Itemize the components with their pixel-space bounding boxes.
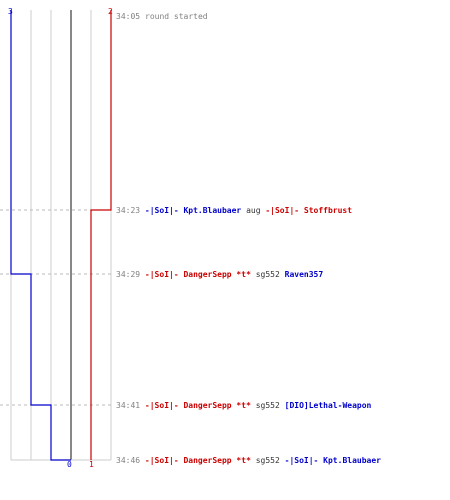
event-weapon: sg552 bbox=[256, 456, 280, 465]
axis-label-red-max: 2 bbox=[108, 7, 113, 16]
alive-step-lines bbox=[10, 10, 112, 461]
kill-event-text: 34:46 -|SoI|- DangerSepp *t* sg552 -|SoI… bbox=[116, 456, 381, 465]
round-start-time: 34:05 bbox=[116, 12, 140, 21]
event-victim: Raven357 bbox=[285, 270, 324, 279]
event-killer: -|SoI|- Kpt.Blaubaer bbox=[145, 206, 242, 215]
kill-event-text: 34:29 -|SoI|- DangerSepp *t* sg552 Raven… bbox=[116, 270, 323, 279]
blue-alive-step-line bbox=[10, 10, 71, 461]
kill-event-text: 34:23 -|SoI|- Kpt.Blaubaer aug -|SoI|- S… bbox=[116, 206, 352, 215]
axis-label-zero: 0 bbox=[67, 460, 72, 469]
kill-event-text: 34:41 -|SoI|- DangerSepp *t* sg552 [DIO]… bbox=[116, 401, 372, 410]
kill-event-list: 34:23 -|SoI|- Kpt.Blaubaer aug -|SoI|- S… bbox=[116, 206, 381, 465]
round-start-label: round started bbox=[145, 12, 208, 21]
event-weapon: sg552 bbox=[256, 401, 280, 410]
event-time: 34:46 bbox=[116, 456, 140, 465]
event-killer: -|SoI|- DangerSepp *t* bbox=[145, 456, 251, 465]
timeline-grid bbox=[10, 10, 112, 461]
event-guide-lines bbox=[0, 209, 112, 406]
event-victim: [DIO]Lethal-Weapon bbox=[285, 401, 372, 410]
round-start-entry: 34:05 round started bbox=[116, 12, 208, 21]
event-killer: -|SoI|- DangerSepp *t* bbox=[145, 401, 251, 410]
kill-event-row: 34:46 -|SoI|- DangerSepp *t* sg552 -|SoI… bbox=[116, 456, 381, 465]
event-killer: -|SoI|- DangerSepp *t* bbox=[145, 270, 251, 279]
axis-label-blue-max: 3 bbox=[8, 7, 13, 16]
event-weapon: aug bbox=[246, 206, 261, 215]
kill-event-row: 34:29 -|SoI|- DangerSepp *t* sg552 Raven… bbox=[116, 270, 323, 279]
event-time: 34:41 bbox=[116, 401, 140, 410]
event-weapon: sg552 bbox=[256, 270, 280, 279]
red-alive-step-line bbox=[90, 10, 112, 460]
event-time: 34:23 bbox=[116, 206, 140, 215]
event-victim: -|SoI|- Stoffbrust bbox=[265, 206, 352, 215]
axis-label-one: 1 bbox=[89, 460, 94, 469]
kill-event-row: 34:23 -|SoI|- Kpt.Blaubaer aug -|SoI|- S… bbox=[116, 206, 352, 215]
event-victim: -|SoI|- Kpt.Blaubaer bbox=[285, 456, 382, 465]
kill-event-row: 34:41 -|SoI|- DangerSepp *t* sg552 [DIO]… bbox=[116, 401, 372, 410]
event-time: 34:29 bbox=[116, 270, 140, 279]
